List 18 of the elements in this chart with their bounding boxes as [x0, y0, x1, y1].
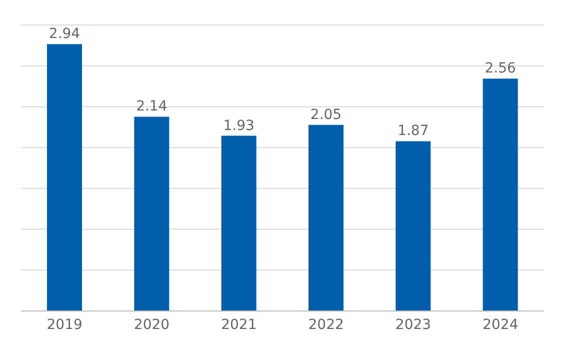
x-tick-label: 2021	[221, 316, 257, 333]
x-tick-label: 2020	[134, 316, 170, 333]
data-label: 1.93	[223, 118, 254, 134]
data-label: 2.14	[136, 98, 168, 115]
data-label: 2.56	[484, 60, 516, 77]
bar	[308, 124, 344, 311]
data-label: 1.87	[398, 123, 429, 140]
x-tick-label: 2022	[308, 316, 344, 333]
bar	[134, 116, 170, 311]
x-tick-label: 2019	[46, 316, 82, 333]
x-tick-label: 2023	[395, 316, 432, 333]
bar	[221, 136, 256, 311]
bar	[47, 44, 82, 311]
data-label: 2.94	[48, 26, 80, 42]
bar	[396, 141, 431, 311]
bar	[482, 78, 518, 311]
data-label: 2.05	[310, 106, 342, 123]
x-tick-label: 2024	[482, 316, 518, 333]
